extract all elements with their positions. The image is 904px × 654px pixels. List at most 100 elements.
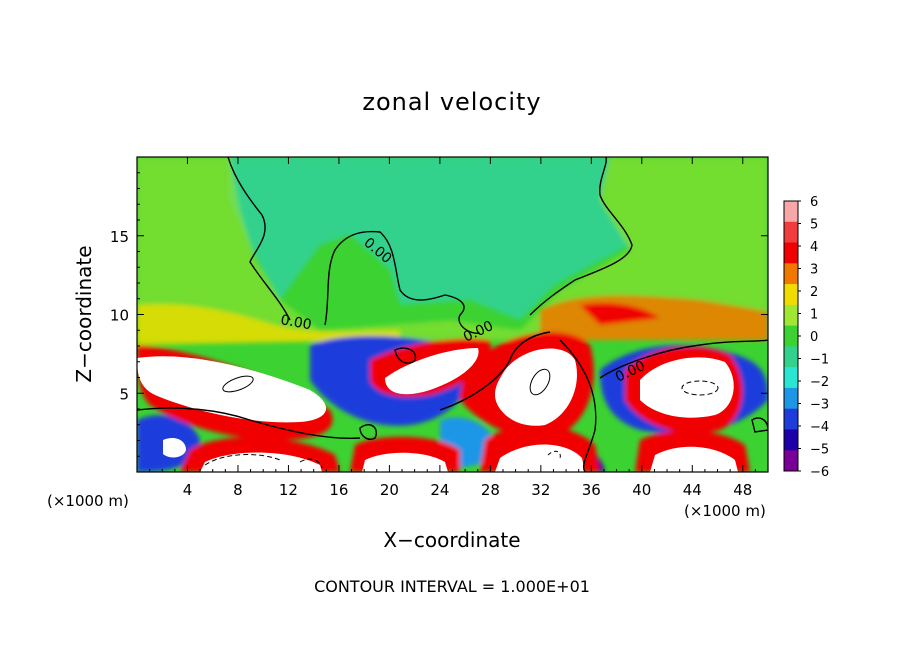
positive-ring-bottom-center <box>350 436 460 472</box>
colorbar-swatch <box>784 221 798 244</box>
colorbar-swatch <box>784 242 798 264</box>
positive-ring-bottom-right <box>635 430 750 472</box>
colorbar-swatch <box>784 304 798 327</box>
colorbar-tick-label: 0 <box>810 330 818 345</box>
y-axis-label: Z−coordinate <box>72 245 96 383</box>
colorbar-swatch <box>784 387 798 410</box>
x-unit-label-right: (×1000 m) <box>684 502 766 520</box>
colorbar-swatch <box>784 408 798 430</box>
x-tick-label: 20 <box>380 481 399 499</box>
core-bottom <box>495 444 585 472</box>
contour-center-right-lower <box>559 339 597 472</box>
colorbar-swatch <box>784 263 798 285</box>
positive-ring-center <box>370 338 491 397</box>
x-tick-label: 16 <box>329 481 348 499</box>
contour-center-lower <box>439 331 551 411</box>
colorbar-frame <box>783 200 799 472</box>
zero-contours <box>137 157 768 472</box>
upper-weak-negative <box>230 157 630 320</box>
core-lower-left <box>163 438 186 458</box>
positive-ring-left <box>137 345 333 440</box>
contour-right <box>529 157 633 316</box>
x-tick-label: 28 <box>481 481 500 499</box>
colorbar-tick-label: 6 <box>810 195 818 210</box>
colorbar-swatch <box>784 450 798 472</box>
inner-contour-center-right <box>529 368 551 396</box>
y-axis: 5 10 15 <box>110 172 768 457</box>
y-tick-label: 10 <box>110 307 129 325</box>
contour-small-loop-2 <box>359 424 377 440</box>
x-tick-label: 36 <box>582 481 601 499</box>
contour-labels: 0.00 0.00 0.00 0.00 <box>279 235 648 386</box>
negative-blob-center-left <box>310 335 472 426</box>
colorbar-tick-label: 4 <box>810 240 818 255</box>
colorbar-tick-label: −5 <box>810 443 829 458</box>
chart-title: zonal velocity <box>362 88 542 116</box>
positive-ring-bottom-left <box>180 437 340 472</box>
colorbar-tick-label: 1 <box>810 308 818 323</box>
colorbar-swatch <box>784 367 798 389</box>
dashed-contour-bottom-left-2 <box>299 458 323 469</box>
x-tick-label: 4 <box>183 481 193 499</box>
inner-contours <box>204 368 719 469</box>
orange-band-right <box>540 295 768 340</box>
negative-blob-bottom-right <box>555 443 605 472</box>
positive-ring-center-right <box>460 332 594 438</box>
dashed-contour-right <box>681 380 719 396</box>
contour-left-upper <box>227 157 291 321</box>
colorbar-tick-label: 2 <box>810 285 818 300</box>
core-bottom-left <box>200 452 322 472</box>
x-axis: 4 8 12 16 20 24 28 32 36 40 44 48 <box>149 157 756 499</box>
core-center <box>385 348 479 395</box>
colorbar-swatch <box>784 429 798 451</box>
contour-label: 0.00 <box>360 235 394 267</box>
over-range-cores <box>137 348 738 472</box>
core-left <box>137 356 327 423</box>
contour-left-lower <box>137 407 361 440</box>
colorbar-tick-label: −6 <box>810 465 829 480</box>
x-tick-label: 48 <box>733 481 752 499</box>
colorbar-tick-label: −4 <box>810 420 829 435</box>
colorbar-tick-label: −2 <box>810 375 829 390</box>
core-bottom-center <box>362 452 448 472</box>
colorbar-swatch <box>784 325 798 347</box>
contour-middle <box>324 230 481 334</box>
plot-frame <box>136 156 769 473</box>
contour-label: 0.00 <box>279 312 312 333</box>
contour-small-loop-3 <box>751 417 768 433</box>
light-green-band <box>137 157 768 340</box>
contour-small-loop <box>394 347 417 364</box>
negative-blob-right <box>600 345 768 434</box>
colorbar-tick-label: −3 <box>810 398 829 413</box>
plot-area: 0.00 0.00 0.00 0.00 <box>137 157 768 472</box>
colorbar-swatch <box>784 346 798 368</box>
x-tick-label: 8 <box>233 481 243 499</box>
inner-contour-left <box>222 375 254 393</box>
contour-label: 0.00 <box>613 358 648 386</box>
x-unit-label-left: (×1000 m) <box>47 492 129 510</box>
yellow-band-left <box>137 303 400 345</box>
red-blob-right <box>580 303 660 325</box>
colorbar-tick-label: −1 <box>810 353 829 368</box>
y-tick-label: 5 <box>119 385 129 403</box>
negative-blob-lower-left <box>137 415 200 472</box>
contour-right-lower <box>599 339 768 379</box>
field-shading <box>137 157 768 472</box>
dashed-contour-bottom-left <box>204 454 281 466</box>
x-tick-label: 24 <box>430 481 449 499</box>
core-right <box>640 357 734 418</box>
core-bottom-right <box>650 446 738 472</box>
positive-ring-right <box>625 346 743 434</box>
dashed-contour-bottom <box>547 450 561 459</box>
colorbar-tick-label: 3 <box>810 263 818 278</box>
colorbar-swatch <box>784 284 798 306</box>
core-center-right <box>495 348 577 426</box>
background-field <box>137 157 768 472</box>
x-tick-label: 40 <box>632 481 651 499</box>
contour-label: 0.00 <box>461 318 496 346</box>
x-tick-label: 32 <box>531 481 550 499</box>
colorbar-swatch <box>784 201 798 223</box>
y-tick-label: 15 <box>110 228 129 246</box>
x-tick-label: 12 <box>279 481 298 499</box>
negative-blob-bottom <box>440 417 500 472</box>
